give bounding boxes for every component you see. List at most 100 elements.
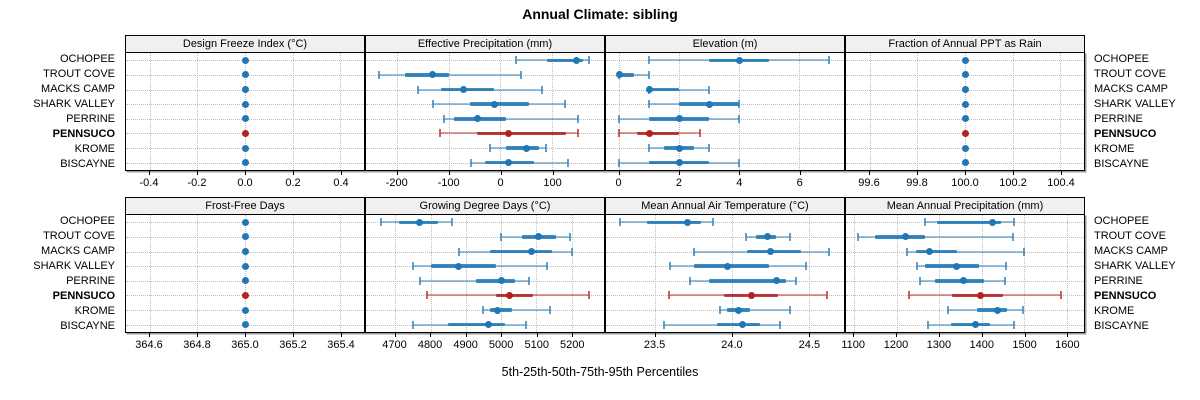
grid-line-horizontal xyxy=(366,148,604,150)
axis-tick-mark xyxy=(552,171,554,175)
station-label: KROME xyxy=(1094,304,1135,317)
median-dot xyxy=(961,100,969,108)
whisker-cap-5th xyxy=(692,247,695,256)
axis-tick-mark xyxy=(1013,171,1014,175)
whisker-cap-95th xyxy=(570,247,573,256)
median-dot xyxy=(241,262,249,270)
grid-line-horizontal xyxy=(606,222,844,224)
axis-tick-mark xyxy=(500,171,502,175)
panel-plot xyxy=(365,52,605,171)
median-dot xyxy=(241,100,249,108)
grid-line-vertical xyxy=(536,215,538,332)
percentile-bar-25-75 xyxy=(490,249,553,254)
median-dot xyxy=(902,233,910,241)
percentile-bar-25-75 xyxy=(647,220,702,225)
percentile-bar-25-75 xyxy=(977,308,1008,312)
whisker-cap-95th xyxy=(699,129,702,138)
percentile-whisker-5-95 xyxy=(649,88,710,91)
station-label: OCHOPEE xyxy=(59,53,115,66)
grid-line-vertical xyxy=(430,215,432,332)
station-label: OCHOPEE xyxy=(59,215,115,228)
whisker-cap-5th xyxy=(378,70,381,79)
axis-tick-label: 0.2 xyxy=(285,177,301,189)
axis-tick-label: 5100 xyxy=(524,339,549,351)
panel-x-axis: 0 2 4 6 xyxy=(605,171,845,195)
station-label: PERRINE xyxy=(1094,112,1143,125)
axis-tick-label: 100 xyxy=(543,177,562,189)
whisker-cap-5th xyxy=(618,129,621,138)
axis-tick-mark xyxy=(293,333,294,337)
axis-tick-mark xyxy=(965,171,966,175)
axis-tick-mark xyxy=(396,171,398,175)
median-dot xyxy=(961,115,969,123)
whisker-cap-95th xyxy=(827,247,830,256)
whisker-cap-95th xyxy=(708,85,711,94)
panel-x-axis: 1100 1200 1300 1400 1500 1600 xyxy=(841,333,1085,357)
grid-line-horizontal xyxy=(606,148,844,150)
grid-line-vertical xyxy=(197,215,199,332)
panel-plot xyxy=(125,52,365,171)
whisker-cap-95th xyxy=(1005,262,1008,271)
median-dot xyxy=(485,321,493,329)
panel-plot xyxy=(605,214,845,333)
axis-tick-label: 23.5 xyxy=(643,339,666,351)
whisker-cap-5th xyxy=(946,306,949,315)
median-dot xyxy=(977,291,985,299)
median-dot xyxy=(241,71,249,79)
median-dot xyxy=(988,218,996,226)
median-dot xyxy=(573,56,581,64)
axis-tick-mark xyxy=(430,333,432,337)
axis-tick-mark xyxy=(981,333,983,337)
median-dot xyxy=(241,56,249,64)
station-labels-left: OCHOPEE TROUT COVE MACKS CAMP SHARK VALLEY P… xyxy=(0,52,120,171)
axis-tick-label: 0 xyxy=(497,177,504,189)
whisker-cap-95th xyxy=(549,306,552,315)
whisker-cap-5th xyxy=(718,306,721,315)
axis-tick-mark xyxy=(465,333,467,337)
whisker-cap-5th xyxy=(514,56,517,65)
whisker-cap-5th xyxy=(915,262,918,271)
median-dot xyxy=(241,248,249,256)
grid-line-vertical xyxy=(551,53,553,170)
axis-tick-mark xyxy=(536,333,538,337)
percentile-whisker-5-95 xyxy=(419,279,530,282)
percentile-bar-25-75 xyxy=(469,102,529,106)
percentile-whisker-5-95 xyxy=(858,235,1014,238)
whisker-cap-5th xyxy=(457,247,460,256)
station-label: BISCAYNE xyxy=(1094,319,1149,332)
median-dot xyxy=(494,306,502,314)
percentile-bar-25-75 xyxy=(495,293,533,298)
whisker-cap-5th xyxy=(918,276,921,285)
whisker-cap-5th xyxy=(908,291,911,300)
panel-plot xyxy=(365,214,605,333)
axis-tick-mark xyxy=(501,333,503,337)
whisker-cap-95th xyxy=(712,218,715,227)
percentile-bar-25-75 xyxy=(915,249,957,254)
whisker-cap-95th xyxy=(708,144,711,153)
whisker-cap-95th xyxy=(528,276,531,285)
percentile-whisker-5-95 xyxy=(443,117,578,120)
whisker-cap-5th xyxy=(618,158,621,167)
whisker-cap-95th xyxy=(588,56,591,65)
whisker-cap-95th xyxy=(738,114,741,123)
median-dot xyxy=(675,115,683,123)
percentile-bar-25-75 xyxy=(637,131,680,136)
median-dot xyxy=(506,291,514,299)
axis-tick-label: 0.4 xyxy=(333,177,349,189)
whisker-cap-95th xyxy=(576,129,579,138)
median-dot xyxy=(473,115,481,123)
percentile-bar-25-75 xyxy=(934,279,984,283)
median-dot xyxy=(497,277,505,285)
station-label: KROME xyxy=(1094,142,1135,155)
whisker-cap-5th xyxy=(648,56,651,65)
panel-strip: Design Freeze Index (°C) xyxy=(125,35,365,53)
whisker-cap-95th xyxy=(563,100,566,109)
percentile-whisker-5-95 xyxy=(907,250,1025,253)
axis-tick-label: 24.0 xyxy=(721,339,743,351)
axis-tick-label: -0.4 xyxy=(139,177,159,189)
median-dot xyxy=(534,233,542,241)
percentile-whisker-5-95 xyxy=(719,309,791,312)
median-dot xyxy=(961,86,969,94)
whisker-cap-5th xyxy=(425,291,428,300)
panel-strip: Mean Annual Precipitation (mm) xyxy=(845,197,1085,215)
